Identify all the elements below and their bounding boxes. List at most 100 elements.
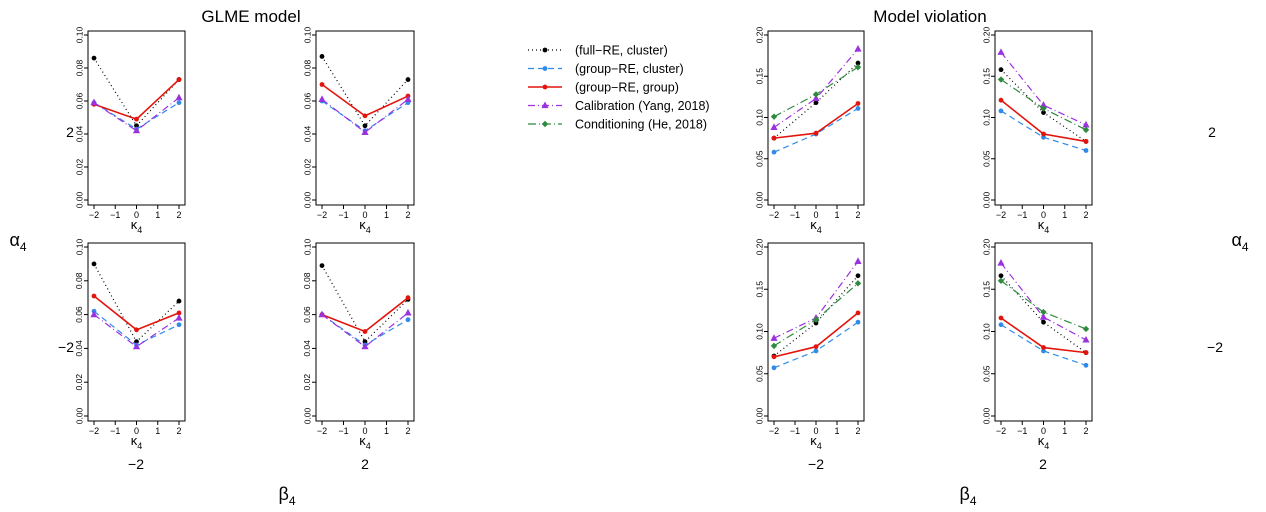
- x-tick-label: 1: [155, 426, 160, 436]
- y-tick-label: 0.00: [302, 191, 312, 208]
- y-tick-label: 0.00: [302, 407, 312, 424]
- data-point: [1041, 131, 1046, 137]
- series-line: [321, 312, 409, 348]
- series-line: [1000, 262, 1087, 341]
- data-point: [770, 123, 778, 130]
- data-point: [176, 298, 182, 304]
- data-point: [998, 315, 1004, 321]
- x-tick-label: 0: [813, 210, 818, 220]
- data-point: [176, 100, 182, 106]
- data-point: [998, 67, 1004, 73]
- data-point: [405, 295, 411, 301]
- subplot-5: 0.00 0.05 0.10 0.15 0.20 −2 −1 0 1 2: [754, 26, 865, 220]
- data-point: [318, 95, 326, 102]
- data-point: [132, 126, 141, 134]
- y-tick-label: 0.05: [754, 365, 764, 382]
- x-axis-label: κ4: [1038, 217, 1050, 235]
- y-tick-label: 0.08: [74, 59, 84, 76]
- data-point: [1082, 325, 1090, 333]
- x-tick-label: −2: [89, 210, 99, 220]
- y-tick-label: 0.00: [74, 407, 84, 424]
- y-tick-label: 0.02: [302, 374, 312, 391]
- data-point: [175, 313, 183, 321]
- series-line: [93, 78, 180, 121]
- data-point: [91, 55, 97, 61]
- data-point: [854, 280, 862, 287]
- subplot-7: 0.00 0.05 0.10 0.15 0.20 −2 −1 0 1 2: [754, 238, 865, 436]
- data-point: [812, 91, 820, 98]
- series-line: [321, 83, 409, 117]
- data-point: [813, 100, 819, 106]
- data-point: [1041, 319, 1046, 325]
- row-label-right-top: 2: [1208, 124, 1216, 140]
- data-point: [812, 94, 820, 102]
- y-tick-label: 0.08: [302, 272, 312, 289]
- x-tick-label: −2: [317, 210, 327, 220]
- x-tick-label: −2: [769, 426, 779, 436]
- legend-label: (group−RE, group): [575, 81, 679, 95]
- x-tick-label: 0: [813, 426, 818, 436]
- data-point: [134, 339, 139, 345]
- row-factor-label-left-symbol: α: [9, 230, 19, 250]
- legend-entry: Calibration (Yang, 2018): [528, 99, 710, 113]
- legend-marker: [542, 66, 548, 71]
- legend-label: (group−RE, cluster): [575, 62, 684, 76]
- x-axis-label-symbol: κ: [131, 217, 138, 232]
- x-axis-label-symbol: κ: [131, 433, 138, 448]
- data-point: [1082, 335, 1090, 343]
- data-point: [1082, 126, 1090, 134]
- data-point: [362, 329, 368, 334]
- row-label-left-bottom: −2: [58, 339, 74, 355]
- data-point: [1083, 148, 1089, 153]
- subplot-3: 0.00 0.02 0.04 0.06 0.08 0.10 −2 −1 0 1 2: [74, 238, 186, 436]
- col-factor-label-right: β4: [959, 484, 976, 508]
- data-point: [855, 60, 861, 66]
- data-point: [1041, 345, 1046, 350]
- y-tick-label: 0.15: [754, 281, 764, 298]
- y-tick-label: 0.02: [74, 158, 84, 175]
- data-point: [770, 113, 778, 120]
- data-point: [770, 334, 778, 341]
- data-point: [1082, 120, 1090, 128]
- data-point: [854, 45, 862, 52]
- x-tick-label: 1: [384, 426, 389, 436]
- series-line: [773, 107, 859, 153]
- data-point: [361, 342, 369, 350]
- series-line: [93, 97, 180, 132]
- data-point: [855, 101, 861, 106]
- y-tick-label: 0.20: [754, 238, 764, 255]
- y-tick-label: 0.00: [981, 407, 991, 424]
- x-tick-label: −2: [317, 426, 327, 436]
- x-tick-label: 2: [1083, 210, 1088, 220]
- data-point: [771, 149, 777, 155]
- y-tick-label: 0.00: [74, 191, 84, 208]
- subplot-4: 0.00 0.02 0.04 0.06 0.08 0.10 −2 −1 0 1 2: [302, 238, 415, 436]
- data-point: [1041, 348, 1046, 354]
- y-tick-label: 0.05: [981, 365, 991, 382]
- series-line: [1000, 324, 1087, 366]
- legend-entry: (group−RE, group): [528, 81, 679, 95]
- x-axis-label-symbol: κ: [359, 433, 366, 448]
- x-axis-label: κ4: [1038, 433, 1050, 451]
- panel-title-violation: Model violation: [873, 7, 986, 26]
- data-point: [855, 319, 861, 325]
- x-tick-label: −1: [790, 210, 800, 220]
- data-point: [134, 123, 139, 129]
- y-tick-label: 0.10: [754, 323, 764, 340]
- data-point: [854, 63, 862, 71]
- y-tick-label: 0.20: [981, 26, 991, 43]
- legend: (full−RE, cluster) (group−RE, cluster) (gr…: [528, 44, 710, 132]
- data-point: [1041, 110, 1046, 115]
- data-point: [90, 310, 98, 318]
- y-tick-label: 0.10: [981, 323, 991, 340]
- data-point: [813, 320, 819, 326]
- y-tick-label: 0.00: [754, 407, 764, 424]
- x-axis-label-subscript: 4: [1044, 225, 1049, 235]
- data-point: [855, 273, 861, 279]
- data-point: [319, 263, 325, 268]
- y-tick-label: 0.20: [981, 238, 991, 255]
- legend-entry: (full−RE, cluster): [528, 44, 668, 58]
- y-tick-label: 0.00: [981, 191, 991, 208]
- y-tick-label: 0.08: [302, 59, 312, 76]
- data-point: [1039, 101, 1048, 108]
